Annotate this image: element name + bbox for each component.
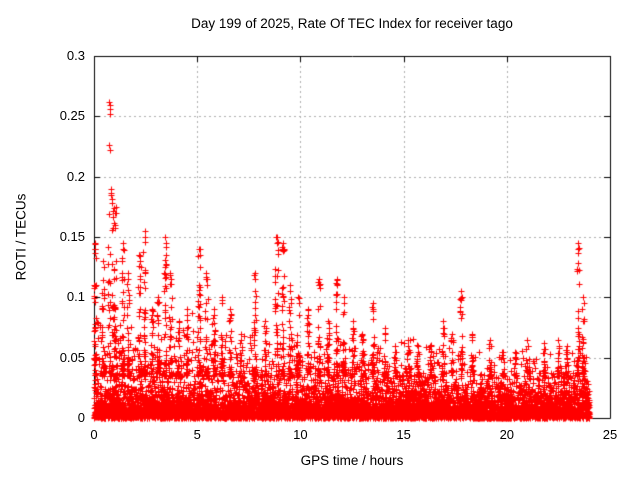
y-tick-label: 0.05 — [59, 349, 85, 365]
x-tick-label: 20 — [499, 427, 515, 442]
x-tick-label: 0 — [90, 427, 98, 442]
chart-title: Day 199 of 2025, Rate Of TEC Index for r… — [191, 16, 513, 31]
x-tick-label: 15 — [396, 427, 411, 442]
x-axis-label: GPS time / hours — [300, 453, 404, 468]
x-tick-label: 10 — [293, 427, 308, 442]
y-tick-label: 0.25 — [59, 108, 85, 124]
y-tick-label: 0.2 — [66, 168, 85, 184]
y-tick-label: 0.15 — [59, 229, 85, 244]
x-tick-label: 25 — [602, 427, 618, 442]
x-tick-label: 5 — [193, 427, 201, 442]
y-tick-label: 0.3 — [66, 48, 85, 63]
y-tick-label: 0.1 — [66, 289, 85, 305]
y-tick-label: 0 — [77, 410, 85, 425]
